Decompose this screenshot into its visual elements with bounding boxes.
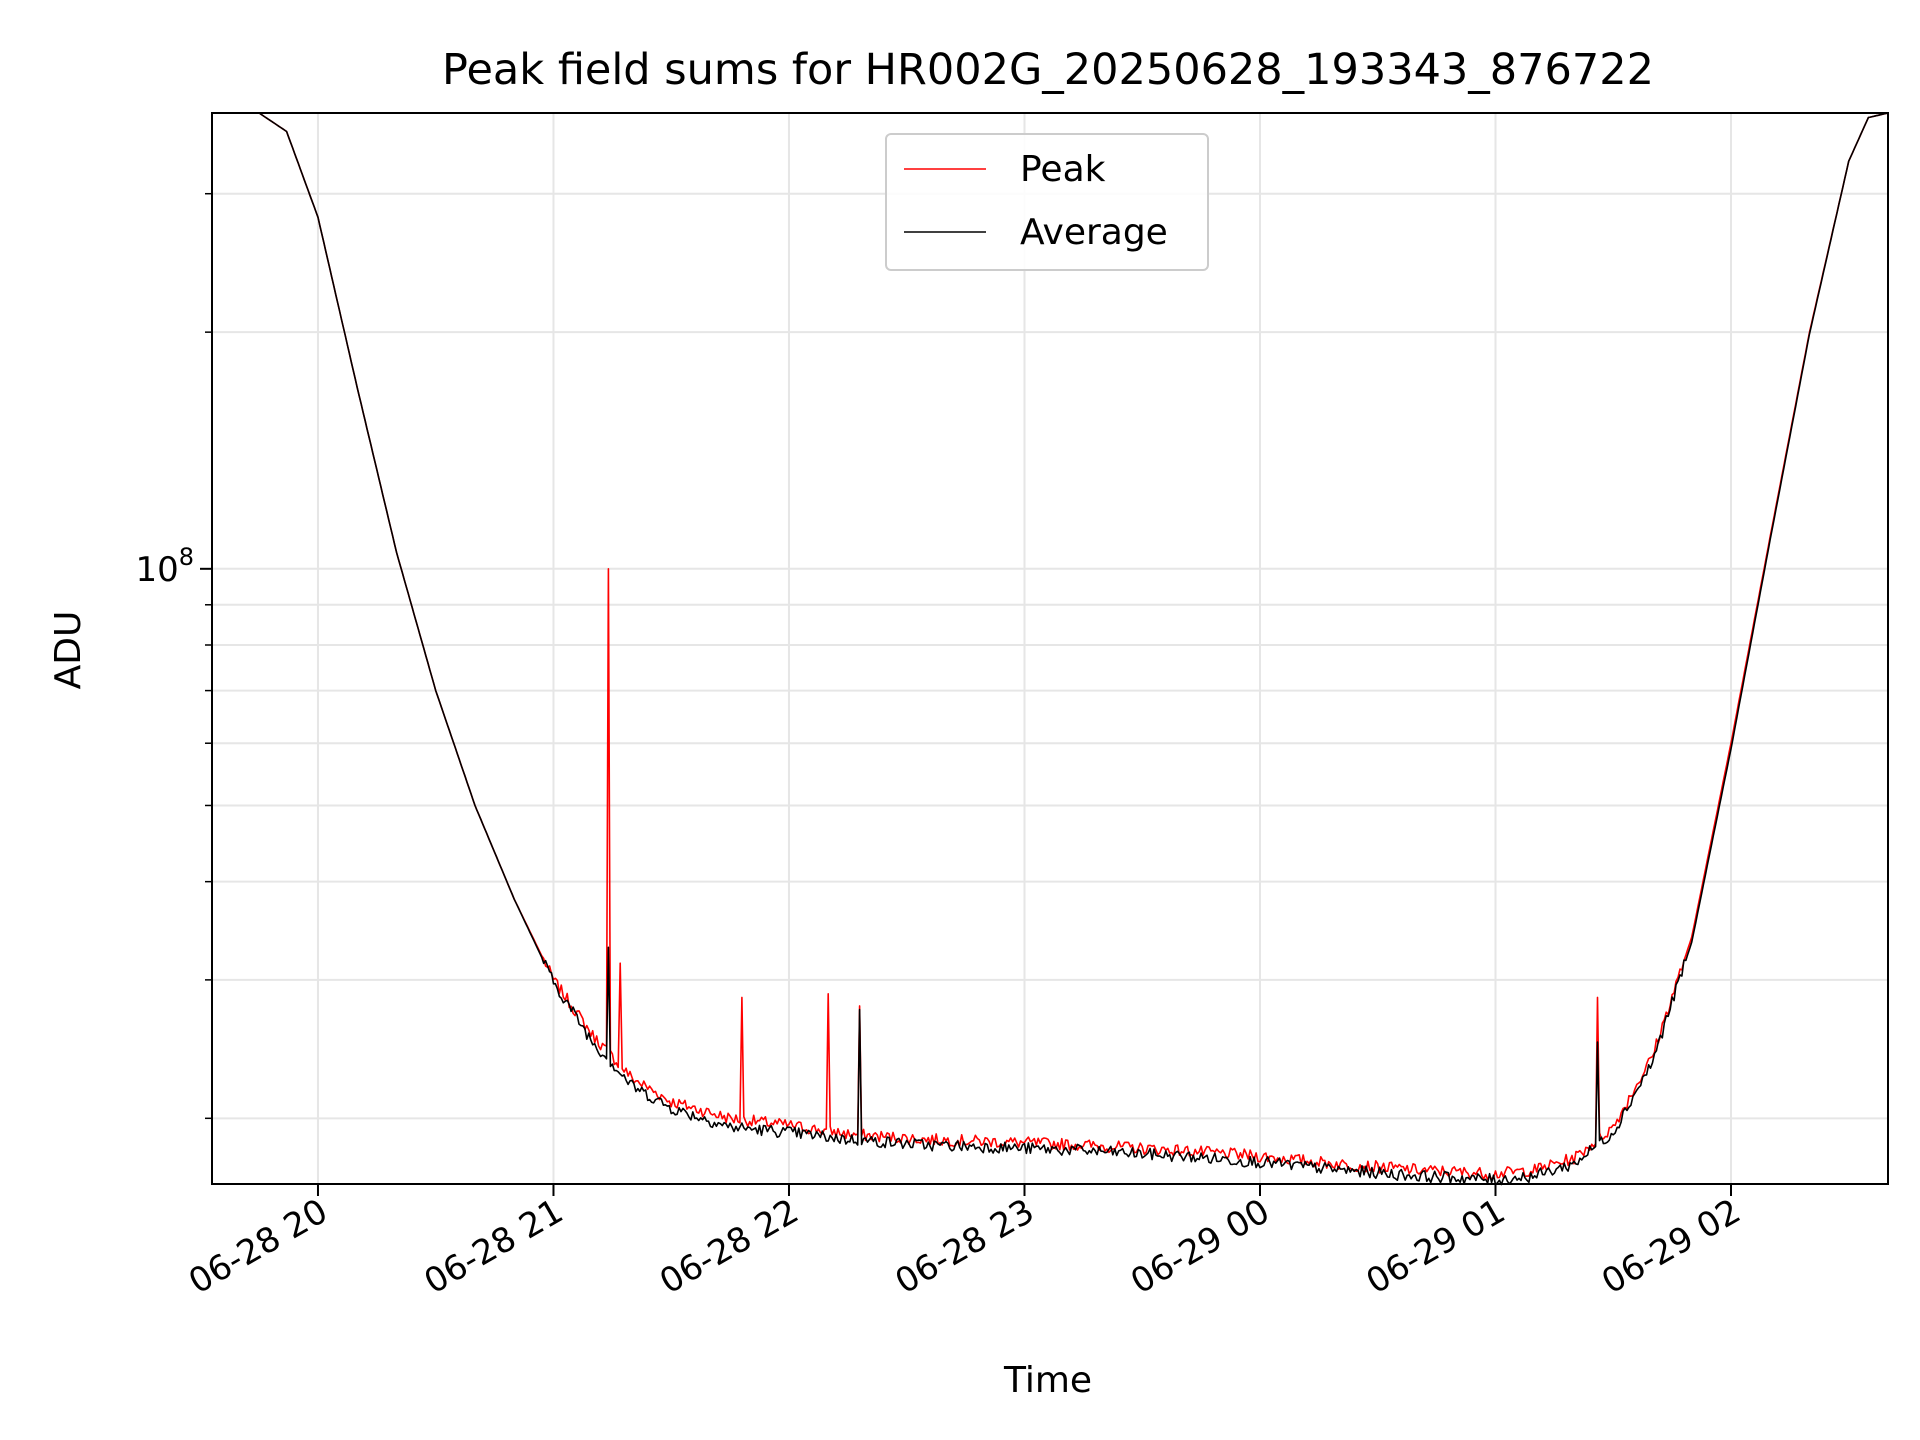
x-tick-label: 06-29 02 xyxy=(1595,1191,1747,1302)
plot-series xyxy=(258,112,1889,1186)
x-tick-label: 06-28 20 xyxy=(182,1191,334,1302)
x-tick-label: 06-28 21 xyxy=(418,1191,570,1302)
x-tick-label: 06-29 01 xyxy=(1360,1191,1512,1302)
y-axis-label: ADU xyxy=(48,611,89,690)
grid xyxy=(212,113,1888,1184)
chart-title: Peak field sums for HR002G_20250628_1933… xyxy=(442,45,1654,95)
x-tick-label: 06-28 23 xyxy=(889,1191,1041,1302)
legend-peak-label: Peak xyxy=(1020,149,1106,190)
series-line-peak xyxy=(258,112,1889,1181)
series-line-average xyxy=(258,112,1889,1186)
x-axis-label: Time xyxy=(1003,1360,1092,1401)
legend-average-label: Average xyxy=(1020,212,1168,253)
x-tick-label: 06-28 22 xyxy=(653,1191,805,1302)
y-axis: 108 xyxy=(135,192,212,1120)
legend-box xyxy=(885,133,1209,271)
plot-area-frame xyxy=(211,112,1889,1185)
x-axis: 06-28 20 06-28 21 06-28 22 06-28 23 06-29 00… xyxy=(182,1184,1747,1302)
y-tick-label: 108 xyxy=(135,543,194,590)
legend: Peak Average xyxy=(885,133,1209,271)
x-tick-label: 06-29 00 xyxy=(1124,1191,1276,1302)
